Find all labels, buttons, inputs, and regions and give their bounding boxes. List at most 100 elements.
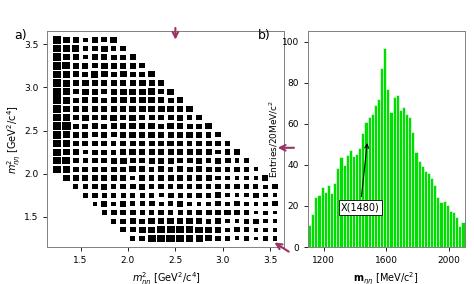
Bar <box>187 176 192 181</box>
Bar <box>91 80 98 86</box>
Bar <box>320 187 324 247</box>
Bar <box>73 176 79 181</box>
Bar <box>101 98 107 103</box>
Bar <box>129 97 136 103</box>
Bar <box>63 175 70 181</box>
Bar <box>206 184 211 189</box>
Bar <box>339 156 343 247</box>
Bar <box>206 141 211 146</box>
Bar <box>120 141 126 146</box>
Bar <box>73 80 79 86</box>
Bar <box>158 80 164 86</box>
Bar <box>53 53 61 61</box>
Bar <box>73 184 78 189</box>
Bar <box>149 201 155 206</box>
Bar <box>111 46 117 51</box>
Bar <box>196 115 202 120</box>
Bar <box>120 115 127 120</box>
Bar <box>120 184 126 189</box>
Bar <box>177 176 183 181</box>
Bar <box>92 150 98 155</box>
Bar <box>159 202 164 206</box>
Bar <box>371 114 374 247</box>
Bar <box>386 89 390 247</box>
Bar <box>92 158 98 163</box>
Bar <box>224 210 231 215</box>
Bar <box>139 235 146 241</box>
Bar <box>311 214 314 247</box>
Bar <box>130 210 136 215</box>
Bar <box>177 218 183 224</box>
Bar <box>120 46 127 51</box>
Bar <box>130 158 136 163</box>
Bar <box>82 63 88 68</box>
Bar <box>73 166 79 172</box>
Bar <box>53 97 61 104</box>
Bar <box>177 149 183 155</box>
Bar <box>101 158 107 164</box>
Bar <box>73 89 79 94</box>
Bar <box>167 141 174 147</box>
Bar <box>139 132 146 138</box>
Bar <box>62 122 71 130</box>
Bar <box>402 106 405 247</box>
Bar <box>139 97 146 103</box>
Bar <box>73 97 79 103</box>
Bar <box>273 228 277 232</box>
Bar <box>53 114 61 121</box>
Bar <box>215 218 221 224</box>
Bar <box>111 80 117 86</box>
Bar <box>461 222 465 247</box>
Bar <box>215 227 221 233</box>
Bar <box>186 106 193 112</box>
Bar <box>424 171 427 247</box>
Bar <box>158 106 164 112</box>
Bar <box>167 218 174 224</box>
Bar <box>53 122 61 130</box>
Bar <box>110 97 117 103</box>
Bar <box>91 123 98 129</box>
Bar <box>120 210 126 215</box>
Bar <box>157 226 165 233</box>
Bar <box>196 158 202 164</box>
Bar <box>443 201 446 247</box>
Bar <box>215 201 221 206</box>
Bar <box>168 167 173 172</box>
Bar <box>120 63 127 69</box>
Bar <box>101 124 107 129</box>
Bar <box>206 132 211 137</box>
Bar <box>263 236 268 241</box>
Bar <box>355 154 358 247</box>
Bar <box>196 132 202 138</box>
Bar <box>139 72 145 77</box>
Bar <box>83 150 88 154</box>
Bar <box>73 124 79 129</box>
Bar <box>225 236 230 241</box>
Bar <box>111 141 117 146</box>
Bar <box>206 158 211 163</box>
Bar <box>102 210 107 215</box>
Bar <box>205 123 212 129</box>
Bar <box>63 80 70 87</box>
Bar <box>130 55 136 60</box>
Bar <box>111 150 117 154</box>
Bar <box>177 201 183 206</box>
Bar <box>120 89 127 95</box>
Bar <box>176 235 184 242</box>
Bar <box>168 184 173 189</box>
Bar <box>167 226 174 233</box>
Bar <box>111 167 117 172</box>
Bar <box>149 193 155 198</box>
Bar <box>158 149 164 155</box>
Bar <box>314 197 318 247</box>
Bar <box>177 184 183 189</box>
Bar <box>207 202 210 206</box>
Bar <box>149 167 154 172</box>
Bar <box>157 235 165 242</box>
Bar <box>92 202 97 206</box>
Bar <box>324 192 327 247</box>
Bar <box>111 55 117 60</box>
Bar <box>82 175 88 181</box>
Bar <box>53 131 61 139</box>
Bar <box>63 131 70 138</box>
